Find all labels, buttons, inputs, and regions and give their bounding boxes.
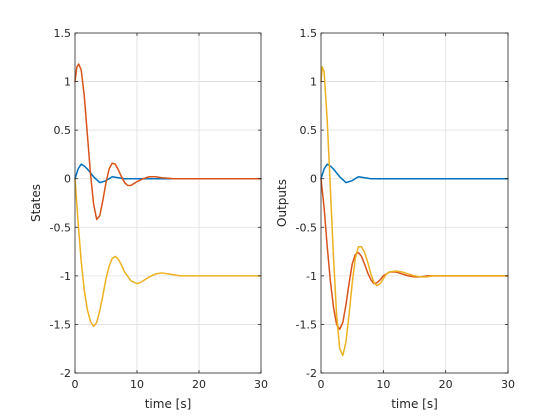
outputs-plot-xtick-label-3: 30 — [501, 378, 515, 391]
outputs-plot-series-3-line — [320, 66, 509, 357]
outputs-plot-ylabel: Outputs — [275, 179, 289, 227]
outputs-plot-ytick-label-1: -1.5 — [296, 318, 317, 331]
states-plot-ytick-label-0: -2 — [60, 367, 71, 380]
states-plot-xtick-label-2: 20 — [192, 378, 206, 391]
outputs-plot-xtick-label-1: 10 — [376, 378, 390, 391]
states-plot-ytick-label-3: -0.5 — [50, 221, 71, 234]
outputs-plot-axes-box — [320, 32, 509, 374]
states-plot-ticks: 0 10 20 30 -2 -1.5 -1 -0.5 0 0.5 1 1.5 — [50, 27, 268, 391]
outputs-plot-ytick-label-5: 0.5 — [300, 124, 318, 137]
states-plot-series-2-line — [74, 63, 262, 221]
outputs-plot-ticks: 0 10 20 30 -2 -1.5 -1 -0.5 0 0.5 1 1.5 — [296, 27, 515, 391]
states-plot-ytick-label-2: -1 — [60, 270, 71, 283]
states-plot-ytick-label-5: 0.5 — [54, 124, 72, 137]
states-plot-xtick-label-0: 0 — [72, 378, 79, 391]
outputs-plot-ytick-label-2: -1 — [306, 270, 317, 283]
outputs-plot-series-1-line — [320, 163, 509, 184]
states-plot-series-3-line — [74, 177, 262, 328]
outputs-plot-xlabel: time [s] — [391, 397, 438, 411]
outputs-plot-xtick-label-2: 20 — [439, 378, 453, 391]
outputs-plot-ytick-label-3: -0.5 — [296, 221, 317, 234]
states-plot-ytick-label-1: -1.5 — [50, 318, 71, 331]
states-plot-xtick-label-3: 30 — [254, 378, 268, 391]
states-plot-ytick-label-6: 1 — [64, 76, 71, 89]
states-plot-ytick-label-4: 0 — [64, 173, 71, 186]
states-plot-xtick-label-1: 10 — [130, 378, 144, 391]
outputs-plot-ytick-label-0: -2 — [306, 367, 317, 380]
states-plot: 0 10 20 30 -2 -1.5 -1 -0.5 0 0.5 1 1.5 time [s] Sta… — [29, 27, 268, 411]
outputs-plot-series — [320, 66, 509, 357]
states-plot-series — [74, 63, 262, 328]
outputs-plot-ytick-label-7: 1.5 — [300, 27, 318, 40]
outputs-plot: 0 10 20 30 -2 -1.5 -1 -0.5 0 0.5 1 1.5 time [s] Out… — [275, 27, 515, 411]
states-plot-axes-box — [74, 32, 262, 374]
states-plot-ylabel: States — [29, 184, 43, 222]
outputs-plot-ytick-label-4: 0 — [310, 173, 317, 186]
states-plot-xlabel: time [s] — [145, 397, 192, 411]
outputs-plot-ytick-label-6: 1 — [310, 76, 317, 89]
outputs-plot-xtick-label-0: 0 — [318, 378, 325, 391]
states-plot-ytick-label-7: 1.5 — [54, 27, 72, 40]
